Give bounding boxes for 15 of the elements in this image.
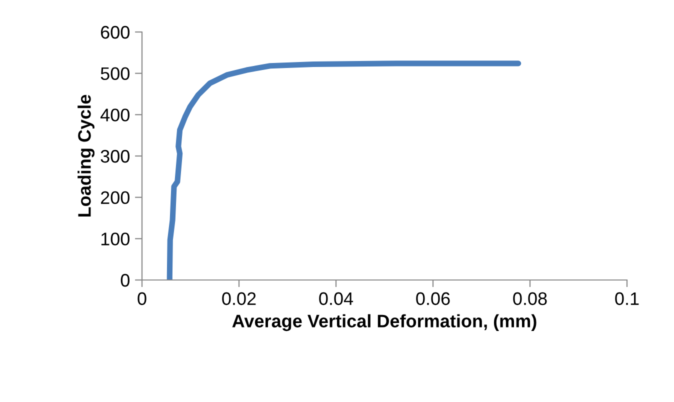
x-tick-label: 0.04 xyxy=(319,292,354,306)
y-tick-label: 600 xyxy=(100,26,130,39)
y-tick-label: 200 xyxy=(100,191,130,204)
y-axis-title: Loading Cycle xyxy=(78,94,95,216)
y-tick-label: 500 xyxy=(100,67,130,80)
x-tick-label: 0.1 xyxy=(615,292,639,306)
y-tick-label: 0 xyxy=(120,274,130,287)
x-tick-label: 0.08 xyxy=(513,292,547,306)
x-tick-label: 0.02 xyxy=(222,292,256,306)
x-axis-title: Average Vertical Deformation, (mm) xyxy=(232,314,536,332)
x-tick-label: 0.06 xyxy=(416,292,450,306)
y-tick-label: 300 xyxy=(100,150,130,163)
y-tick-label: 100 xyxy=(101,232,130,246)
x-tick-label: 0 xyxy=(138,292,146,306)
y-tick-label: 400 xyxy=(100,108,130,122)
